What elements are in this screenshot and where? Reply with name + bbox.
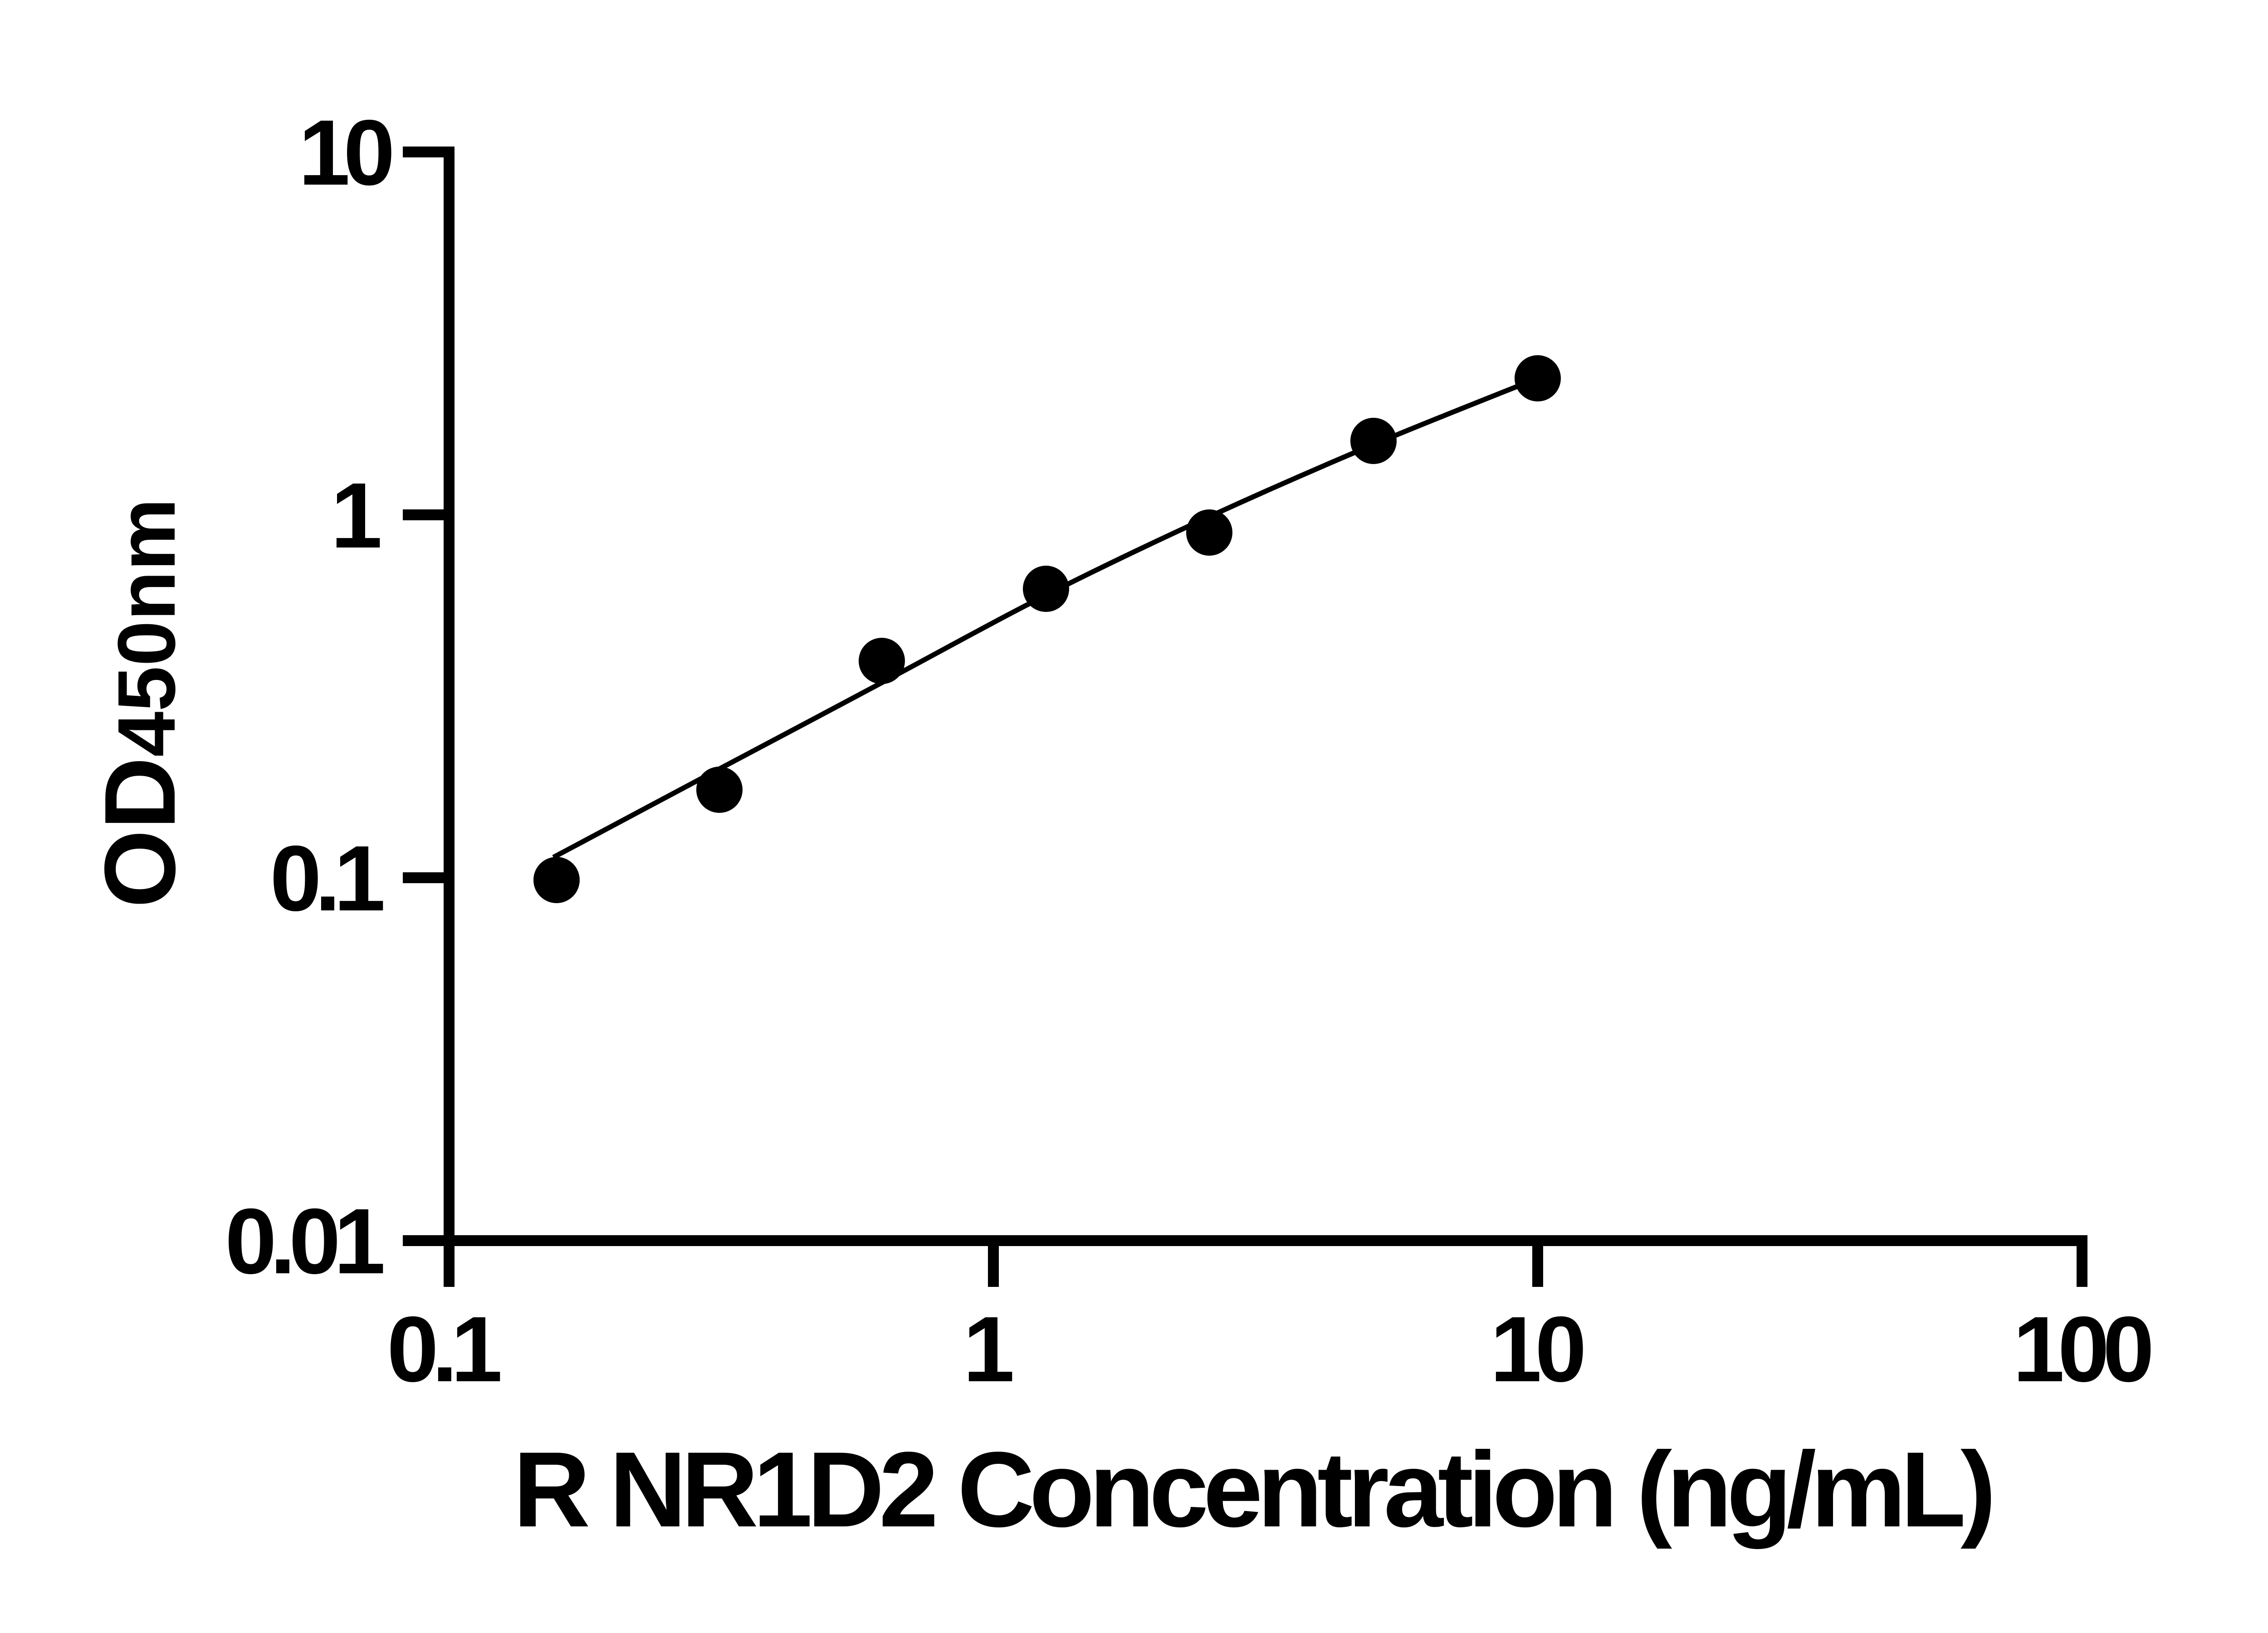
- svg-text:10: 10: [298, 101, 391, 205]
- svg-text:10: 10: [1490, 1297, 1583, 1401]
- svg-text:OD450nm: OD450nm: [84, 498, 196, 908]
- svg-text:0.1: 0.1: [387, 1297, 500, 1401]
- svg-text:1: 1: [963, 1297, 1015, 1401]
- svg-text:0.01: 0.01: [225, 1189, 383, 1293]
- svg-text:R NR1D2 Concentration (ng/mL): R NR1D2 Concentration (ng/mL): [513, 1430, 1991, 1550]
- svg-text:0.1: 0.1: [270, 826, 383, 930]
- svg-text:1: 1: [331, 464, 382, 567]
- svg-text:100: 100: [2013, 1297, 2151, 1401]
